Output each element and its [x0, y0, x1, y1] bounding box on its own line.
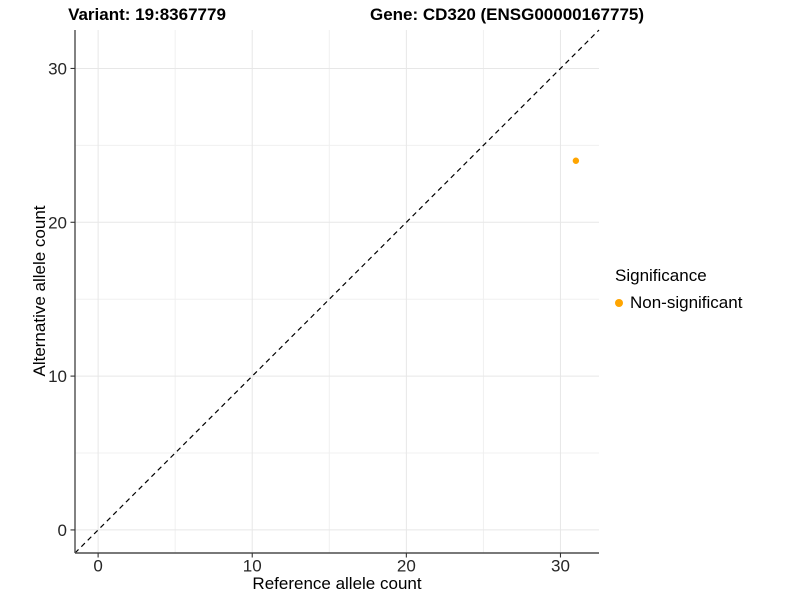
legend-label: Non-significant [630, 293, 743, 312]
x-tick-label: 10 [243, 557, 262, 576]
gene-title: Gene: CD320 (ENSG00000167775) [369, 5, 645, 24]
y-tick-label: 20 [48, 213, 67, 232]
y-tick-label: 0 [58, 521, 67, 540]
legend-point-icon [615, 299, 623, 307]
y-axis-label: Alternative allele count [30, 205, 49, 377]
legend: Significance Non-significant [615, 266, 742, 313]
data-point [572, 157, 580, 164]
x-axis-label: Reference allele count [252, 574, 422, 593]
x-tick-label: 20 [397, 557, 416, 576]
legend-entry: Non-significant [615, 293, 742, 313]
legend-title: Significance [615, 266, 707, 285]
x-tick-label: 0 [93, 557, 102, 576]
x-tick-label: 30 [551, 557, 570, 576]
y-tick-label: 10 [48, 367, 67, 386]
y-tick-label: 30 [48, 59, 67, 78]
variant-title: Variant: 19:8367779 [68, 5, 226, 24]
identity-dashed-line [74, 29, 600, 554]
legend-entries: Non-significant [615, 293, 742, 313]
